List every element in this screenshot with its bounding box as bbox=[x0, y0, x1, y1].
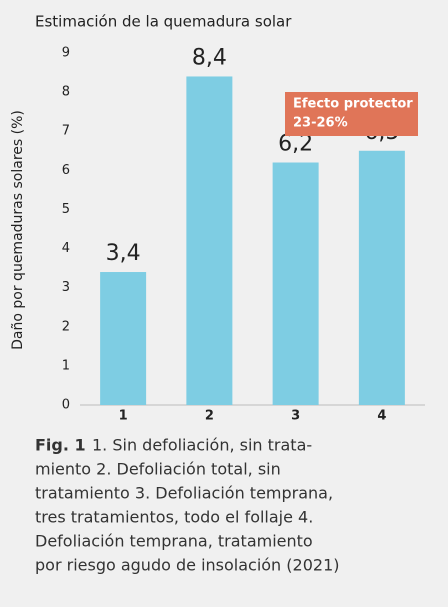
caption-line: tres tratamientos, todo el follaje 4. bbox=[35, 508, 313, 527]
bar bbox=[272, 162, 319, 405]
caption-line: miento 2. Defoliación total, sin bbox=[35, 460, 281, 479]
x-tick-label: 2 bbox=[205, 409, 214, 424]
caption-line: Defoliación temprana, tratamiento bbox=[35, 532, 313, 551]
y-tick-label: 4 bbox=[62, 241, 70, 256]
bar bbox=[358, 150, 405, 405]
y-tick-label: 9 bbox=[62, 46, 70, 61]
y-axis-label: Daño por quemaduras solares (%) bbox=[10, 110, 26, 350]
y-tick-label: 5 bbox=[62, 202, 70, 217]
y-tick-label: 8 bbox=[62, 85, 70, 100]
annotation-box bbox=[285, 92, 418, 136]
caption-line: por riesgo agudo de insolación (2021) bbox=[35, 556, 339, 575]
y-tick-label: 2 bbox=[62, 319, 70, 334]
caption-label: Fig. 1 bbox=[35, 436, 86, 455]
y-tick-label: 6 bbox=[62, 163, 70, 178]
y-tick-label: 0 bbox=[62, 398, 70, 413]
x-tick-label: 1 bbox=[119, 409, 128, 424]
y-tick-label: 3 bbox=[62, 280, 70, 295]
chart-title: Estimación de la quemadura solar bbox=[35, 13, 292, 31]
value-label: 8,4 bbox=[192, 45, 227, 70]
x-tick-label: 3 bbox=[291, 409, 300, 424]
value-label: 3,4 bbox=[106, 241, 141, 266]
caption-line: 1. Sin defoliación, sin trata- bbox=[92, 436, 312, 455]
bar bbox=[186, 76, 233, 405]
annotation-text: Efecto protector bbox=[293, 97, 413, 112]
y-tick-label: 1 bbox=[62, 358, 70, 373]
bar bbox=[100, 272, 147, 405]
caption-line: tratamiento 3. Defoliación temprana, bbox=[35, 484, 333, 503]
x-tick-label: 4 bbox=[377, 409, 386, 424]
y-tick-label: 7 bbox=[62, 124, 70, 139]
annotation-text: 23-26% bbox=[293, 116, 348, 131]
